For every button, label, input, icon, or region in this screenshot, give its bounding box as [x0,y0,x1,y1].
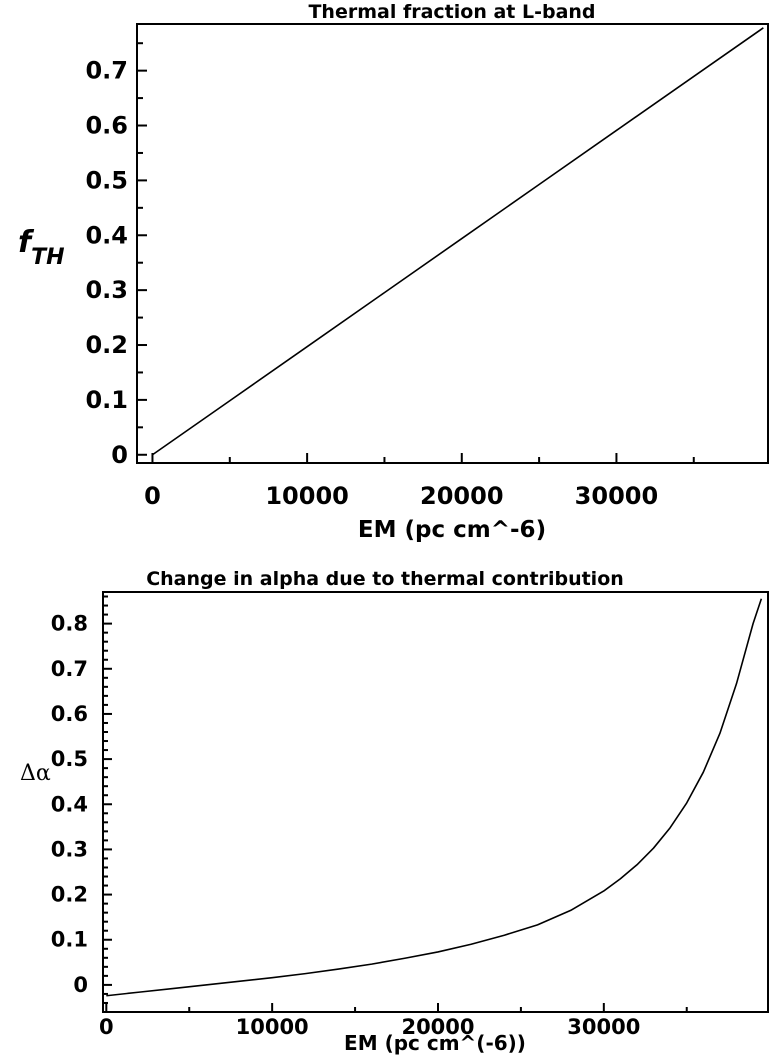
y-tick-label: 0.2 [51,883,88,907]
y-axis-label-subscript: TH [31,245,64,270]
y-axis-label-main: f [18,225,35,260]
y-tick-label: 0.6 [85,112,128,140]
series-layer [152,27,764,456]
x-tick-label: 10000 [236,1015,309,1039]
chart-title: Change in alpha due to thermal contribut… [146,568,624,590]
y-tick-label: 0.4 [85,221,128,249]
x-tick-label: 30000 [567,1015,640,1039]
plot-frame [136,23,769,464]
y-tick-label: 0 [73,973,88,997]
x-tick-label: 10000 [265,482,349,510]
chart-change-in-alpha: Change in alpha due to thermal contribut… [20,568,769,1055]
y-axis-ticks: 0 0.1 0.2 0.3 0.4 0.5 0.6 0.7 [85,42,147,469]
chart-thermal-fraction: Thermal fraction at L-band 0 0.1 0.2 0.3 0.4… [18,1,769,543]
y-tick-label: 0.7 [85,57,128,85]
y-tick-label: 0.3 [85,276,128,304]
x-tick-label: 30000 [575,482,659,510]
y-tick-label: 0.4 [51,792,88,816]
y-tick-label: 0.8 [51,612,88,636]
series-line [152,27,764,456]
series-layer [106,598,763,997]
chart-title: Thermal fraction at L-band [308,1,595,23]
y-tick-label: 0.3 [51,837,88,861]
x-tick-label: 0 [144,482,161,510]
x-axis-label: EM (pc cm^(-6)) [344,1031,526,1055]
series-line [106,598,763,997]
y-tick-label: 0.1 [85,386,128,414]
y-tick-label: 0 [111,441,128,469]
y-tick-label: 0.5 [51,747,88,771]
y-tick-label: 0.5 [85,166,128,194]
plot-frame [102,591,769,1013]
y-tick-label: 0.6 [51,702,88,726]
y-tick-label: 0.1 [51,928,88,952]
x-axis-label: EM (pc cm^-6) [358,517,546,543]
x-axis-ticks: 0 10000 20000 30000 [144,453,695,510]
y-tick-label: 0.7 [51,657,88,681]
x-axis-ticks: 0 10000 20000 30000 [99,1003,688,1039]
x-tick-label: 20000 [401,1015,474,1039]
y-axis-label: fTH [18,225,64,270]
x-tick-label: 20000 [420,482,504,510]
x-tick-label: 0 [99,1015,114,1039]
y-axis-label: Δα [20,761,51,786]
y-axis-ticks: 0 0.1 0.2 0.3 0.4 0.5 0.6 0.7 0.8 [51,595,112,1013]
y-tick-label: 0.2 [85,331,128,359]
